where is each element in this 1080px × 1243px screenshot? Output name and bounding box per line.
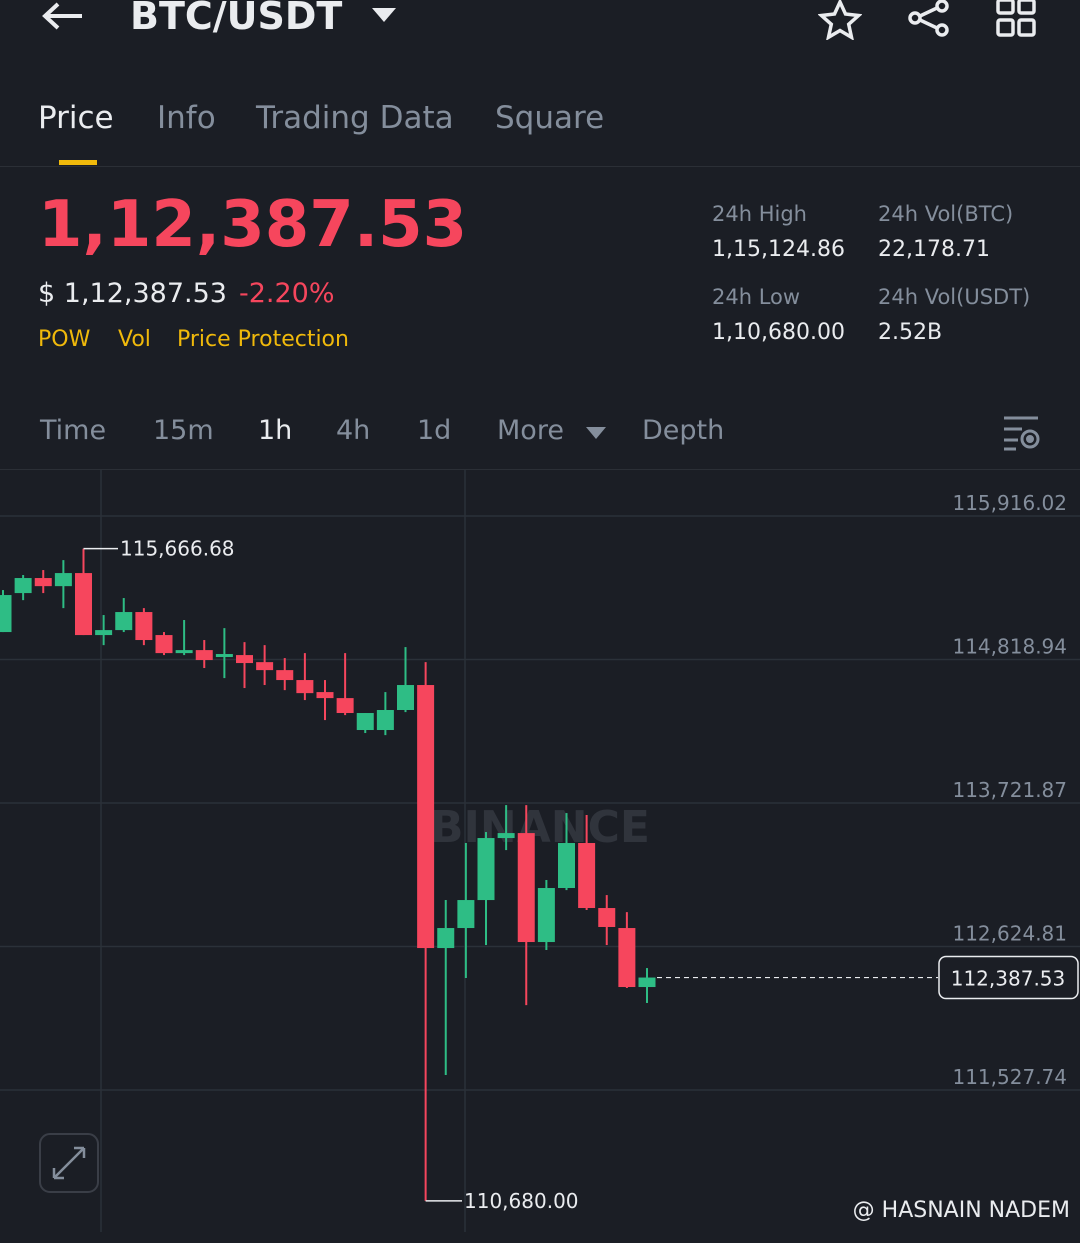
candle-body: [215, 654, 233, 658]
last-price-box: [938, 955, 1079, 1000]
candle-body: [517, 833, 535, 943]
favorite-icon[interactable]: [818, 0, 862, 40]
candle-body: [296, 680, 314, 694]
candle-body: [75, 573, 92, 636]
candle-body: [578, 843, 596, 909]
stat-value: 1,10,680.00: [712, 320, 845, 345]
tag[interactable]: POW: [38, 327, 91, 352]
candle-body: [195, 650, 213, 661]
tab[interactable]: Square: [495, 100, 605, 136]
tab[interactable]: Price: [38, 100, 114, 136]
candle-body: [437, 928, 455, 949]
max-label: 115,666.68: [120, 537, 235, 561]
candle-body: [276, 670, 294, 681]
interval-tab[interactable]: More: [497, 415, 564, 446]
candle-body: [135, 612, 153, 641]
interval-tab[interactable]: 1h: [258, 415, 293, 446]
candle-body: [618, 928, 636, 988]
last-price: 1,12,387.53: [38, 188, 468, 262]
tag[interactable]: Price Protection: [177, 327, 349, 352]
candle-body: [356, 713, 374, 731]
candle-body: [558, 843, 575, 889]
candle-body: [638, 977, 656, 988]
candle-body: [477, 838, 495, 901]
stat-label: 24h Vol(USDT): [878, 285, 1031, 309]
interval-tab[interactable]: 15m: [153, 415, 214, 446]
interval-tab[interactable]: 4h: [336, 415, 371, 446]
stat-label: 24h Low: [712, 285, 801, 309]
stat-label: 24h High: [712, 202, 807, 226]
price-change: -2.20%: [239, 278, 335, 309]
more-dropdown[interactable]: [586, 427, 606, 440]
candlestick-chart: BINANCE @ HASNAIN NADEM 115,916.02 114,81…: [0, 470, 1080, 1232]
stat-label: 24h Vol(BTC): [878, 202, 1014, 226]
credit: @ HASNAIN NADEM: [853, 1198, 1070, 1223]
candle-body: [457, 900, 475, 929]
expand-button[interactable]: [39, 1133, 99, 1193]
candle-body: [115, 612, 133, 631]
candle-body: [417, 685, 435, 949]
tag[interactable]: Vol: [118, 327, 151, 352]
candle-body: [95, 630, 113, 636]
candle-body: [336, 698, 354, 714]
candle-body: [316, 692, 334, 699]
watermark: BINANCE: [430, 802, 650, 853]
y-tick-label: 111,527.74: [952, 1065, 1067, 1089]
candle-body: [34, 578, 52, 587]
min-label: 110,680.00: [464, 1189, 579, 1213]
chart-settings-icon[interactable]: [1002, 415, 1042, 451]
divider: [0, 469, 1080, 470]
back-button[interactable]: [40, 0, 86, 34]
candle-body: [497, 833, 515, 839]
stat-value: 22,178.71: [878, 237, 990, 262]
usd-price: $ 1,12,387.53: [38, 278, 227, 309]
candle-body: [236, 655, 253, 664]
candle-body: [175, 650, 193, 654]
tab[interactable]: Trading Data: [256, 100, 454, 136]
y-tick-label: 112,624.81: [952, 922, 1067, 946]
y-tick-label: 113,721.87: [952, 778, 1067, 802]
divider: [0, 166, 1080, 167]
candle-body: [54, 573, 72, 587]
candle-body: [598, 908, 616, 927]
menu-grid-icon[interactable]: [994, 0, 1040, 40]
interval-tab[interactable]: Depth: [642, 415, 725, 446]
expand-icon: [52, 1146, 86, 1180]
candle-body: [537, 888, 555, 943]
candle-body: [376, 710, 394, 731]
candle-body: [155, 635, 173, 654]
active-tab-indicator: [59, 160, 97, 165]
candle-body: [0, 595, 12, 633]
candle-body: [256, 662, 274, 671]
share-icon[interactable]: [906, 0, 952, 40]
stat-value: 2.52B: [878, 320, 943, 345]
stat-value: 1,15,124.86: [712, 237, 845, 262]
candle-body: [14, 578, 32, 594]
last-price-label: 112,387.53: [951, 967, 1066, 991]
y-tick-label: 115,916.02: [952, 491, 1067, 515]
pair-dropdown[interactable]: [372, 8, 396, 24]
interval-tab[interactable]: 1d: [417, 415, 452, 446]
candle-body: [397, 685, 414, 711]
tab[interactable]: Info: [157, 100, 216, 136]
pair-title[interactable]: BTC/USDT: [130, 0, 343, 38]
y-tick-label: 114,818.94: [952, 635, 1067, 659]
interval-tab[interactable]: Time: [40, 415, 107, 446]
